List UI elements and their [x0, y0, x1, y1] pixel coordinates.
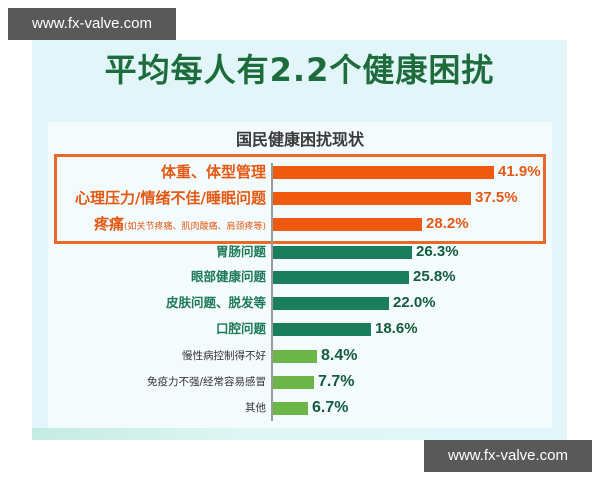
panel-bottom-gradient	[32, 428, 567, 440]
bar-value: 22.0%	[393, 294, 436, 311]
bar-label: 胃肠问题	[215, 244, 266, 259]
bar	[273, 218, 422, 231]
bar	[273, 376, 314, 389]
watermark-bottom: www.fx-valve.com	[424, 440, 592, 472]
bar	[273, 271, 409, 284]
bar-value: 7.7%	[318, 373, 355, 390]
y-axis-line	[271, 163, 273, 421]
bar-value: 28.2%	[426, 215, 469, 232]
bar	[273, 192, 471, 205]
bar-label: 其他	[245, 402, 266, 414]
bar-label: 皮肤问题、脱发等	[165, 295, 266, 310]
bar-label: 慢性病控制得不好	[182, 350, 266, 362]
bar-label: 疼痛(如关节疼痛、肌肉酸痛、肩颈疼等)	[93, 215, 266, 233]
bar	[273, 402, 308, 415]
bar-value: 6.7%	[312, 399, 349, 416]
bar	[273, 323, 371, 336]
bar-value: 25.8%	[413, 268, 456, 285]
watermark-top: www.fx-valve.com	[8, 8, 176, 40]
bar-row: 疼痛(如关节疼痛、肌肉酸痛、肩颈疼等) 28.2%	[0, 213, 600, 235]
bar-row: 口腔问题 18.6%	[0, 318, 600, 340]
infographic-panel: 平均每人有2.2个健康困扰 国民健康困扰现状	[32, 40, 567, 440]
bar-row: 免疫力不强/经常容易感冒 7.7%	[0, 371, 600, 393]
bar-row: 心理压力/情绪不佳/睡眠问题 37.5%	[0, 187, 600, 209]
bar-row: 皮肤问题、脱发等 22.0%	[0, 292, 600, 314]
bar-value: 41.9%	[498, 163, 541, 180]
bar-value: 37.5%	[475, 189, 518, 206]
bar-row: 慢性病控制得不好 8.4%	[0, 345, 600, 367]
bar	[273, 166, 494, 179]
bar-label: 眼部健康问题	[190, 269, 266, 284]
bar-label: 心理压力/情绪不佳/睡眠问题	[75, 189, 266, 207]
bar-row: 胃肠问题 26.3%	[0, 241, 600, 263]
page-title: 平均每人有2.2个健康困扰	[104, 51, 495, 89]
bar	[273, 297, 389, 310]
bar	[273, 350, 317, 363]
bar-row: 体重、体型管理 41.9%	[0, 161, 600, 183]
bar-label: 免疫力不强/经常容易感冒	[146, 376, 266, 388]
bar	[273, 246, 412, 259]
bar-label: 口腔问题	[215, 321, 266, 336]
bar-value: 18.6%	[375, 320, 418, 337]
bar-value: 26.3%	[416, 243, 459, 260]
bar-label: 体重、体型管理	[160, 163, 266, 181]
bar-row: 眼部健康问题 25.8%	[0, 266, 600, 288]
bar-value: 8.4%	[321, 347, 358, 364]
bar-row: 其他 6.7%	[0, 397, 600, 419]
chart-title: 国民健康困扰现状	[235, 130, 364, 149]
